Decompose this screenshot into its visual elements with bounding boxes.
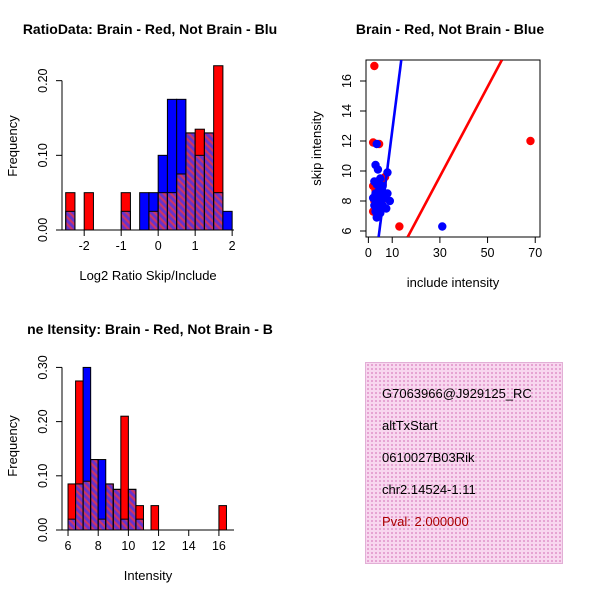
- x-tick-label: 2: [229, 239, 236, 253]
- x-tick-label: 70: [528, 246, 542, 260]
- gene-locus: chr2.14524-1.11: [382, 482, 476, 497]
- x-tick-label: -1: [116, 239, 127, 253]
- y-axis-label: Frequency: [5, 415, 20, 477]
- panel-intensity-histogram: ne Itensity: Brain - Red, Not Brain - B 6…: [0, 300, 300, 600]
- panel-log2ratio-histogram: RatioData: Brain - Red, Not Brain - Blu -…: [0, 0, 300, 300]
- scatter-point: [382, 204, 391, 213]
- x-tick-label: 0: [155, 239, 162, 253]
- y-tick-label: 10: [340, 164, 354, 178]
- scatter-point: [373, 165, 383, 174]
- y-axis-label: Frequency: [5, 115, 20, 177]
- fit-line: [406, 60, 504, 237]
- gene-pvalue: Pval: 2.000000: [382, 514, 469, 529]
- gene-info-box: G7063966@J929125_RC altTxStart 0610027B0…: [365, 362, 563, 564]
- x-tick-label: 50: [481, 246, 495, 260]
- scatter-point: [372, 139, 381, 149]
- y-tick-label: 16: [340, 74, 354, 88]
- gene-probe-id: G7063966@J929125_RC: [382, 386, 532, 401]
- panel-intensity-scatter: Brain - Red, Not Brain - Blue 0 10 30 50 70 6 8…: [300, 0, 600, 300]
- scatter-point: [395, 222, 404, 231]
- scatter-point: [370, 177, 379, 186]
- y-tick-label: 12: [340, 134, 354, 148]
- chart-title: Brain - Red, Not Brain - Blue: [356, 21, 544, 37]
- y-tick-label: 0.00: [36, 218, 50, 242]
- y-tick-label: 0.10: [36, 464, 50, 488]
- chart-title: RatioData: Brain - Red, Not Brain - Blu: [23, 21, 277, 37]
- y-tick-label: 0.10: [36, 143, 50, 167]
- y-tick-label: 0.20: [36, 68, 50, 92]
- y-tick-label: 0.20: [36, 409, 50, 433]
- x-tick-label: 0: [365, 246, 372, 260]
- log2ratio-histogram-chart: RatioData: Brain - Red, Not Brain - Blu -…: [5, 21, 277, 283]
- y-tick-label: 6: [340, 227, 354, 234]
- chart-title: ne Itensity: Brain - Red, Not Brain - B: [27, 321, 273, 337]
- y-tick-label: 8: [340, 197, 354, 204]
- y-tick-label: 0.00: [36, 518, 50, 542]
- x-axis-label: Log2 Ratio Skip/Include: [79, 268, 216, 283]
- x-tick-label: 6: [65, 539, 72, 553]
- x-tick-label: 8: [95, 539, 102, 553]
- intensity-histogram-chart: ne Itensity: Brain - Red, Not Brain - B 6…: [5, 321, 273, 583]
- x-tick-label: 12: [152, 539, 166, 553]
- scatter-point: [526, 136, 535, 146]
- x-tick-label: 14: [182, 539, 196, 553]
- x-tick-label: 16: [212, 539, 226, 553]
- x-tick-label: -2: [79, 239, 90, 253]
- x-axis-label: Intensity: [124, 568, 173, 583]
- scatter-point: [438, 222, 447, 231]
- y-tick-label: 0.30: [36, 355, 50, 379]
- x-tick-label: 10: [121, 539, 135, 553]
- gene-event-type: altTxStart: [382, 418, 438, 433]
- intensity-scatter-chart: Brain - Red, Not Brain - Blue 0 10 30 50 70 6 8…: [309, 21, 544, 290]
- x-tick-label: 10: [385, 246, 399, 260]
- scatter-point: [370, 61, 379, 71]
- x-axis-label: include intensity: [407, 275, 500, 290]
- y-axis-label: skip intensity: [309, 111, 324, 186]
- y-tick-label: 14: [340, 104, 354, 118]
- x-tick-label: 1: [192, 239, 199, 253]
- fit-line: [377, 60, 403, 237]
- gene-symbol: 0610027B03Rik: [382, 450, 475, 465]
- x-tick-label: 30: [433, 246, 447, 260]
- scatter-point: [385, 196, 395, 206]
